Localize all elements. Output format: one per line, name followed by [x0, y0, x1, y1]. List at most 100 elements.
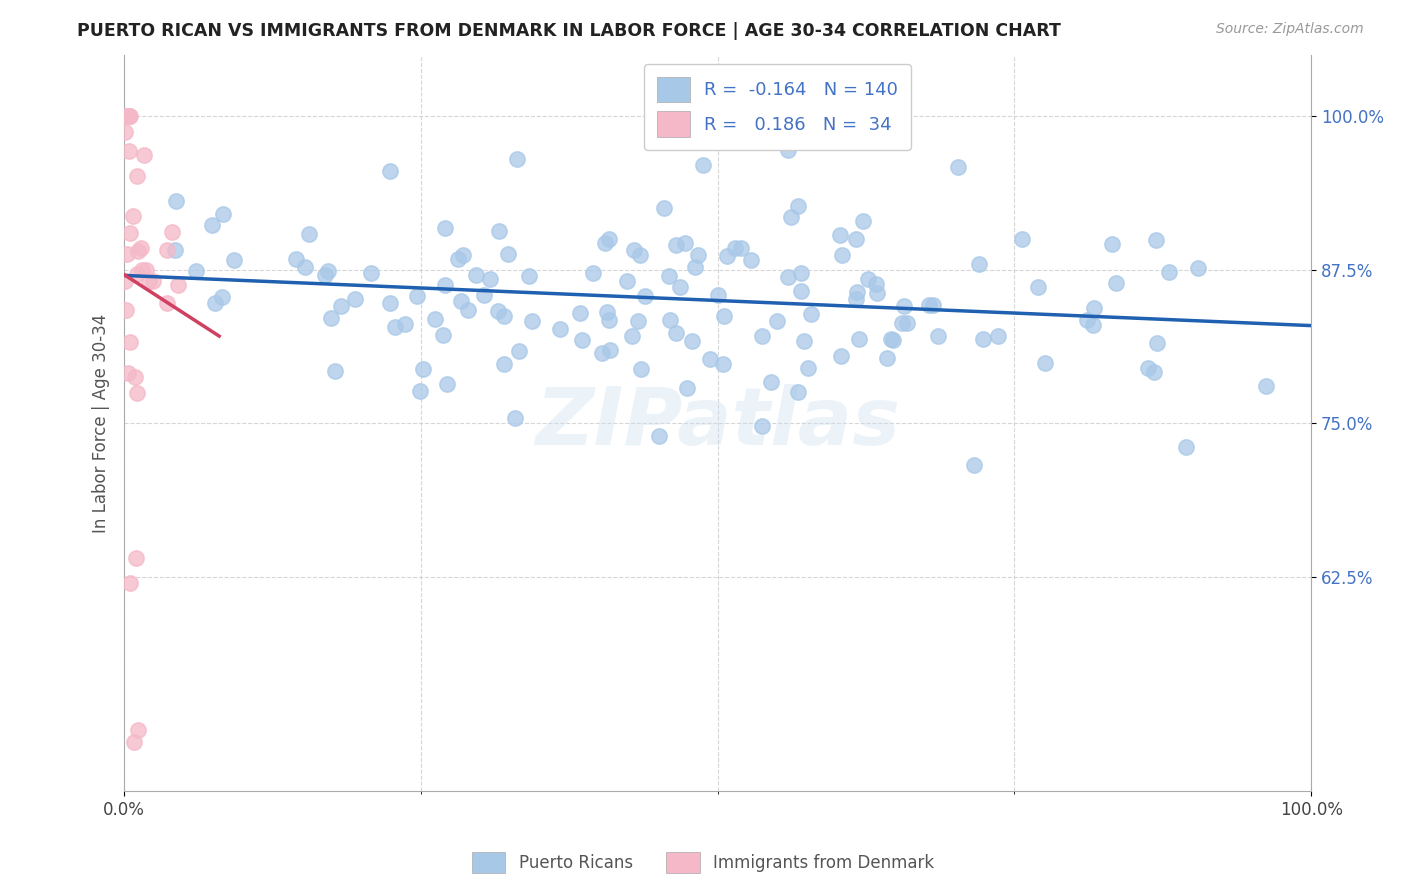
- Point: [673, 235, 696, 250]
- Point: [896, 317, 918, 331]
- Point: [298, 227, 321, 241]
- Point: [184, 264, 207, 278]
- Point: [776, 270, 799, 285]
- Point: [114, 273, 136, 287]
- Point: [412, 362, 434, 376]
- Point: [1101, 237, 1123, 252]
- Point: [751, 419, 773, 434]
- Point: [571, 333, 593, 347]
- Point: [125, 551, 148, 566]
- Point: [921, 297, 943, 311]
- Point: [120, 226, 142, 240]
- Point: [1256, 379, 1278, 393]
- Point: [135, 263, 157, 277]
- Point: [394, 318, 416, 332]
- Point: [118, 110, 141, 124]
- Point: [1011, 232, 1033, 246]
- Point: [780, 210, 803, 224]
- Point: [683, 260, 706, 274]
- Point: [204, 296, 226, 310]
- Point: [488, 224, 510, 238]
- Point: [848, 332, 870, 346]
- Point: [648, 428, 671, 442]
- Point: [117, 110, 139, 124]
- Point: [118, 110, 141, 124]
- Point: [972, 332, 994, 346]
- Point: [658, 268, 681, 283]
- Point: [127, 267, 149, 281]
- Point: [880, 332, 903, 346]
- Point: [831, 248, 853, 262]
- Point: [122, 735, 145, 749]
- Point: [596, 305, 619, 319]
- Point: [378, 163, 401, 178]
- Point: [115, 246, 138, 260]
- Point: [408, 384, 430, 398]
- Point: [858, 272, 880, 286]
- Point: [436, 377, 458, 392]
- Point: [569, 306, 592, 320]
- Point: [582, 266, 605, 280]
- Point: [432, 327, 454, 342]
- Point: [665, 326, 688, 340]
- Point: [118, 334, 141, 349]
- Point: [630, 362, 652, 376]
- Point: [166, 278, 188, 293]
- Point: [851, 213, 873, 227]
- Point: [360, 266, 382, 280]
- Point: [316, 264, 339, 278]
- Point: [498, 246, 520, 260]
- Point: [882, 333, 904, 347]
- Point: [142, 274, 165, 288]
- Point: [948, 160, 970, 174]
- Text: Source: ZipAtlas.com: Source: ZipAtlas.com: [1216, 22, 1364, 37]
- Legend: R =  -0.164   N = 140, R =   0.186   N =  34: R = -0.164 N = 140, R = 0.186 N = 34: [644, 64, 911, 150]
- Point: [522, 314, 544, 328]
- Point: [692, 158, 714, 172]
- Point: [1026, 280, 1049, 294]
- Point: [478, 272, 501, 286]
- Point: [156, 295, 179, 310]
- Point: [845, 292, 868, 306]
- Point: [344, 293, 367, 307]
- Point: [659, 312, 682, 326]
- Point: [1076, 313, 1098, 327]
- Point: [134, 148, 156, 162]
- Point: [797, 361, 820, 376]
- Point: [384, 319, 406, 334]
- Point: [713, 309, 735, 323]
- Point: [891, 316, 914, 330]
- Point: [621, 329, 644, 343]
- Point: [790, 284, 813, 298]
- Point: [211, 207, 233, 221]
- Point: [138, 274, 160, 288]
- Point: [790, 267, 813, 281]
- Point: [506, 152, 529, 166]
- Point: [330, 299, 353, 313]
- Point: [1187, 261, 1209, 276]
- Point: [616, 274, 638, 288]
- Point: [129, 241, 152, 255]
- Point: [503, 411, 526, 425]
- Point: [131, 263, 153, 277]
- Point: [457, 303, 479, 318]
- Point: [1146, 335, 1168, 350]
- Point: [156, 244, 179, 258]
- Point: [681, 334, 703, 349]
- Point: [380, 295, 402, 310]
- Point: [599, 343, 621, 358]
- Point: [284, 252, 307, 266]
- Point: [464, 268, 486, 282]
- Point: [1083, 301, 1105, 316]
- Point: [598, 313, 620, 327]
- Point: [627, 314, 650, 328]
- Point: [987, 329, 1010, 343]
- Point: [675, 381, 697, 395]
- Point: [211, 290, 233, 304]
- Point: [517, 268, 540, 283]
- Point: [776, 144, 799, 158]
- Point: [713, 357, 735, 371]
- Point: [633, 289, 655, 303]
- Point: [323, 364, 346, 378]
- Point: [1174, 440, 1197, 454]
